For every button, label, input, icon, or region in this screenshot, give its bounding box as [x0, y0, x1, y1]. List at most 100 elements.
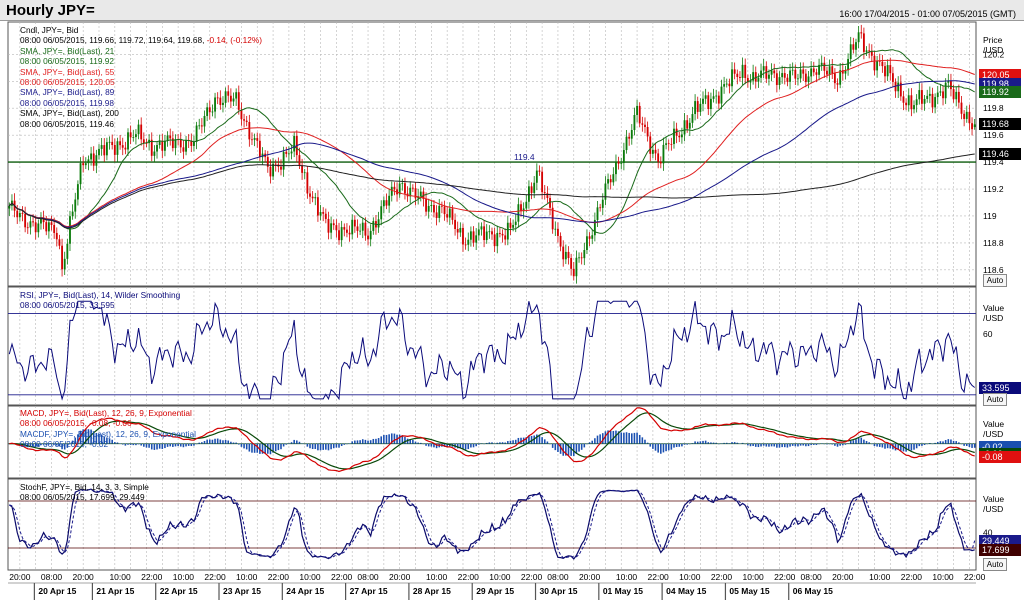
macd-hist-bar [844, 443, 847, 445]
candle [736, 73, 739, 77]
candle [702, 98, 704, 104]
macd-hist-bar [580, 443, 583, 450]
macd-hist-bar [773, 443, 776, 447]
candle [944, 82, 947, 99]
candle [760, 70, 762, 78]
macd-hist-bar [303, 443, 306, 445]
candle [137, 124, 140, 135]
macd-hist-bar [968, 443, 971, 447]
auto-scale-button[interactable]: Auto [983, 393, 1007, 406]
macd-hist-bar [58, 443, 61, 447]
candle [253, 138, 256, 140]
candle [324, 213, 327, 219]
candle [580, 257, 583, 259]
macd-hist-bar [789, 443, 791, 447]
candle [873, 55, 876, 71]
price-legend-text: SMA, JPY=, Bid(Last), 55 [20, 66, 115, 77]
candle [570, 258, 573, 269]
macd-hist-bar [926, 443, 928, 445]
macd-hist-bar [306, 443, 309, 447]
macd-hist-bar [675, 443, 678, 448]
candle [857, 32, 860, 43]
grid-lines [8, 22, 976, 570]
rsi-axis-header: Value/USD [983, 303, 1004, 323]
candle [910, 95, 913, 110]
macd-hist-bar [261, 443, 264, 454]
candle [103, 145, 106, 156]
candle [169, 135, 172, 139]
day-label: 21 Apr 15 [96, 586, 134, 596]
price-legend-line: SMA, JPY=, Bid(Last), 200 [20, 108, 119, 118]
macd-hist-bar [950, 439, 952, 444]
macd-hist-bar [361, 439, 364, 444]
day-label: 29 Apr 15 [476, 586, 514, 596]
sma-89-line [8, 80, 975, 228]
auto-scale-button[interactable]: Auto [983, 558, 1007, 571]
candle [92, 153, 95, 166]
price-legend-line: SMA, JPY=, Bid(Last), 89 [20, 87, 114, 97]
macd-hist-bar [768, 443, 770, 447]
hour-tick-label: 22:00 [648, 572, 670, 582]
auto-scale-button[interactable]: Auto [983, 274, 1007, 287]
macd-hist-bar [931, 443, 934, 445]
candle [108, 141, 111, 143]
macd-hist-bar [596, 435, 599, 444]
candle [261, 153, 264, 158]
macd-hist-bar [538, 434, 541, 444]
macd-hist-bar [939, 441, 942, 444]
macd-hist-bar [377, 438, 380, 444]
candle [549, 197, 551, 208]
macd-hist-bar [649, 443, 652, 447]
macd-hist-bar [791, 443, 794, 446]
price-legend-line: 08:00 06/05/2015, 120.05 [20, 77, 115, 87]
macd-hist-bar [958, 442, 960, 444]
candle [657, 153, 660, 162]
macd-hist-bar [430, 443, 433, 447]
macd-hist-bar [652, 443, 654, 449]
candle [775, 73, 778, 85]
candle [662, 144, 665, 164]
macd-hist-bar [638, 434, 641, 444]
macd-hist-bar [591, 440, 594, 444]
macd-hist-bar [633, 432, 636, 444]
candle [815, 72, 818, 75]
stoch-tick-label: 40 [983, 527, 993, 537]
candle [630, 130, 633, 139]
time-axis-bg [0, 571, 1024, 612]
candle [789, 70, 791, 82]
macd-hist-bar [815, 443, 818, 446]
macd-hist-bar [137, 443, 140, 445]
macd-hist-bar [744, 443, 747, 445]
sma-55-line [8, 59, 975, 228]
price-axis-header-text: /USD [983, 45, 1004, 55]
macd-hist-bar [654, 443, 657, 451]
candle [849, 44, 852, 59]
candle [533, 182, 536, 193]
macd-hist-bar [572, 443, 575, 457]
macd-hist-bar [963, 443, 965, 446]
candle [475, 235, 478, 243]
macd-hist-bar [599, 434, 601, 444]
candle [783, 73, 786, 78]
macd-hist-bar [636, 432, 638, 444]
candle [353, 219, 356, 227]
candle [206, 107, 209, 116]
candle [604, 183, 607, 200]
candle [161, 141, 164, 151]
macd-hist-bar [367, 440, 369, 444]
candle [720, 86, 723, 104]
macd-hist-bar [842, 443, 844, 446]
macd-hist-bar [530, 435, 533, 444]
candle [74, 199, 77, 212]
candle [483, 226, 486, 241]
candle [79, 163, 82, 185]
macd-hist-bar [702, 440, 704, 444]
candle [955, 91, 958, 100]
candle [889, 65, 892, 74]
macd-hist-bar [812, 443, 815, 445]
macd-hist-bar [478, 443, 480, 445]
candle [749, 80, 752, 83]
candle [504, 235, 507, 240]
candle [430, 204, 433, 206]
macd-hist-bar [40, 443, 42, 446]
